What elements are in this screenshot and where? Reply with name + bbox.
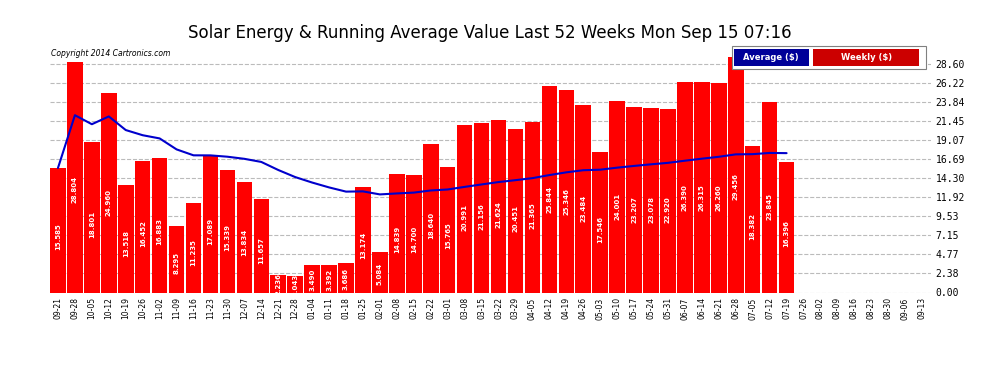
Text: 24.960: 24.960	[106, 189, 112, 216]
Text: 26.315: 26.315	[699, 184, 705, 211]
Text: 23.207: 23.207	[631, 196, 638, 222]
Bar	[627, 107, 642, 292]
Bar	[253, 200, 269, 292]
Bar	[735, 49, 809, 66]
Bar	[372, 252, 388, 292]
Text: 17.546: 17.546	[597, 216, 603, 243]
Text: 15.585: 15.585	[55, 223, 61, 250]
Bar	[389, 174, 405, 292]
Text: 2.236: 2.236	[275, 273, 281, 296]
Bar	[220, 170, 236, 292]
Bar	[287, 276, 303, 292]
Text: 3.686: 3.686	[343, 268, 349, 290]
Bar	[339, 263, 353, 292]
Text: Copyright 2014 Cartronics.com: Copyright 2014 Cartronics.com	[51, 49, 170, 58]
Text: 17.089: 17.089	[208, 217, 214, 244]
Bar	[440, 166, 455, 292]
Bar	[762, 102, 777, 292]
Text: 3.392: 3.392	[326, 269, 332, 291]
Bar	[355, 187, 371, 292]
Title: Solar Energy & Running Average Value Last 52 Weeks Mon Sep 15 07:16: Solar Energy & Running Average Value Las…	[188, 24, 792, 42]
Bar	[322, 266, 337, 292]
Text: 15.765: 15.765	[445, 222, 450, 249]
Text: 23.078: 23.078	[648, 196, 654, 223]
Bar	[84, 142, 100, 292]
Bar	[491, 120, 506, 292]
Text: Average ($): Average ($)	[743, 53, 799, 62]
Bar	[101, 93, 117, 292]
Text: 18.640: 18.640	[428, 212, 434, 239]
FancyBboxPatch shape	[733, 46, 927, 69]
Bar	[67, 62, 83, 292]
Text: 24.001: 24.001	[614, 193, 620, 220]
Bar	[151, 158, 167, 292]
Text: 13.518: 13.518	[123, 230, 129, 257]
Text: 11.657: 11.657	[258, 237, 264, 264]
Text: 20.451: 20.451	[513, 206, 519, 232]
Text: 23.845: 23.845	[766, 193, 772, 220]
Text: 16.883: 16.883	[156, 218, 162, 245]
Bar	[508, 129, 524, 292]
Text: 21.365: 21.365	[530, 202, 536, 229]
Bar	[270, 274, 286, 292]
Text: 21.156: 21.156	[478, 203, 484, 230]
Bar	[237, 182, 252, 292]
Text: 25.844: 25.844	[546, 186, 552, 213]
Text: 16.452: 16.452	[140, 220, 146, 247]
Bar	[135, 161, 150, 292]
Text: 5.084: 5.084	[377, 263, 383, 285]
Bar	[575, 105, 591, 292]
Bar	[423, 144, 439, 292]
Text: Weekly ($): Weekly ($)	[841, 53, 892, 62]
Text: 13.174: 13.174	[360, 231, 366, 259]
Text: 25.346: 25.346	[563, 188, 569, 215]
Bar	[677, 82, 693, 292]
Bar	[304, 265, 320, 292]
Bar	[118, 184, 134, 292]
Text: 18.801: 18.801	[89, 211, 95, 238]
Bar	[592, 152, 608, 292]
Text: 15.339: 15.339	[225, 224, 231, 251]
Bar	[779, 162, 794, 292]
Bar	[644, 108, 658, 292]
Text: 26.390: 26.390	[682, 184, 688, 211]
Text: 3.490: 3.490	[309, 269, 315, 291]
Bar	[660, 110, 676, 292]
Text: 22.920: 22.920	[665, 197, 671, 223]
Text: 21.624: 21.624	[496, 201, 502, 228]
Bar	[558, 90, 574, 292]
Text: 29.456: 29.456	[733, 173, 739, 200]
Bar	[168, 226, 184, 292]
Bar	[814, 49, 919, 66]
Bar	[694, 82, 710, 292]
Text: 8.295: 8.295	[173, 252, 179, 274]
Text: 11.235: 11.235	[190, 238, 197, 266]
Bar	[406, 175, 422, 292]
Bar	[744, 146, 760, 292]
Text: 18.382: 18.382	[749, 213, 755, 240]
Bar	[186, 203, 201, 292]
Text: 26.260: 26.260	[716, 185, 722, 211]
Bar	[203, 156, 218, 292]
Text: 20.991: 20.991	[461, 204, 467, 231]
Text: 23.484: 23.484	[580, 195, 586, 222]
Text: 2.043: 2.043	[292, 274, 298, 296]
Bar	[542, 86, 557, 292]
Text: 14.839: 14.839	[394, 225, 400, 253]
Text: 13.834: 13.834	[242, 229, 248, 256]
Bar	[711, 83, 727, 292]
Bar	[728, 57, 743, 292]
Bar	[474, 123, 489, 292]
Text: 28.804: 28.804	[72, 176, 78, 202]
Bar	[456, 125, 472, 292]
Bar	[50, 168, 65, 292]
Text: 16.396: 16.396	[783, 220, 790, 247]
Text: 14.700: 14.700	[411, 226, 417, 253]
Bar	[525, 122, 541, 292]
Bar	[609, 101, 625, 292]
